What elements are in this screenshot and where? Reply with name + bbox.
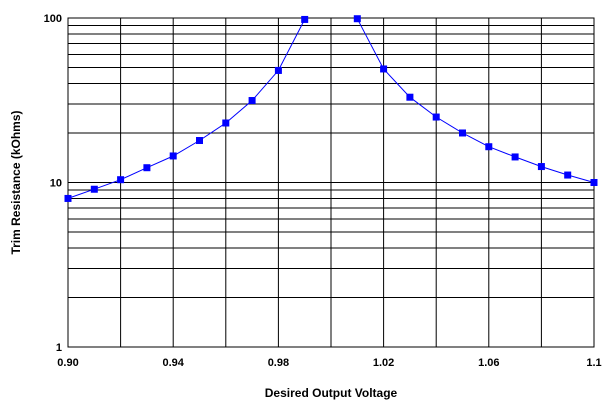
data-point-marker <box>196 137 203 145</box>
y-tick-label: 100 <box>44 13 62 25</box>
data-point-marker <box>564 171 572 179</box>
data-point-marker <box>64 194 72 202</box>
data-point-marker <box>406 93 414 101</box>
data-point-marker <box>143 164 151 172</box>
y-tick-label: 1 <box>56 342 62 354</box>
data-point-marker <box>459 129 466 137</box>
x-tick-label: 1.06 <box>478 357 499 369</box>
data-point-marker <box>90 185 98 193</box>
data-point-marker <box>248 97 256 105</box>
data-point-marker <box>432 113 440 121</box>
x-tick-label: 0.90 <box>57 357 78 369</box>
series-line <box>356 18 595 183</box>
data-point-marker <box>274 66 282 74</box>
series-line <box>67 19 306 199</box>
data-point-marker <box>537 163 545 171</box>
tick-labels: 0.90 0.94 0.98 1.02 1.06 1.1 1 10 100 <box>44 13 602 369</box>
y-tick-label: 10 <box>50 178 62 190</box>
x-tick-label: 0.98 <box>268 357 289 369</box>
x-tick-label: 1.1 <box>586 357 601 369</box>
data-point-marker <box>169 152 177 160</box>
grid-lines <box>67 18 595 347</box>
data-point-marker <box>511 153 519 161</box>
data-point-marker <box>590 179 598 186</box>
series-layer <box>64 15 598 202</box>
data-point-marker <box>301 15 309 23</box>
data-point-marker <box>353 15 361 23</box>
data-point-marker <box>117 176 125 184</box>
data-point-marker <box>485 143 493 151</box>
data-point-marker <box>222 119 230 127</box>
x-axis-title: Desired Output Voltage <box>265 386 398 400</box>
x-tick-label: 0.94 <box>162 357 184 369</box>
y-axis-title: Trim Resistance (kOhms) <box>9 110 23 254</box>
x-tick-label: 1.02 <box>373 357 394 369</box>
data-point-marker <box>380 65 388 73</box>
